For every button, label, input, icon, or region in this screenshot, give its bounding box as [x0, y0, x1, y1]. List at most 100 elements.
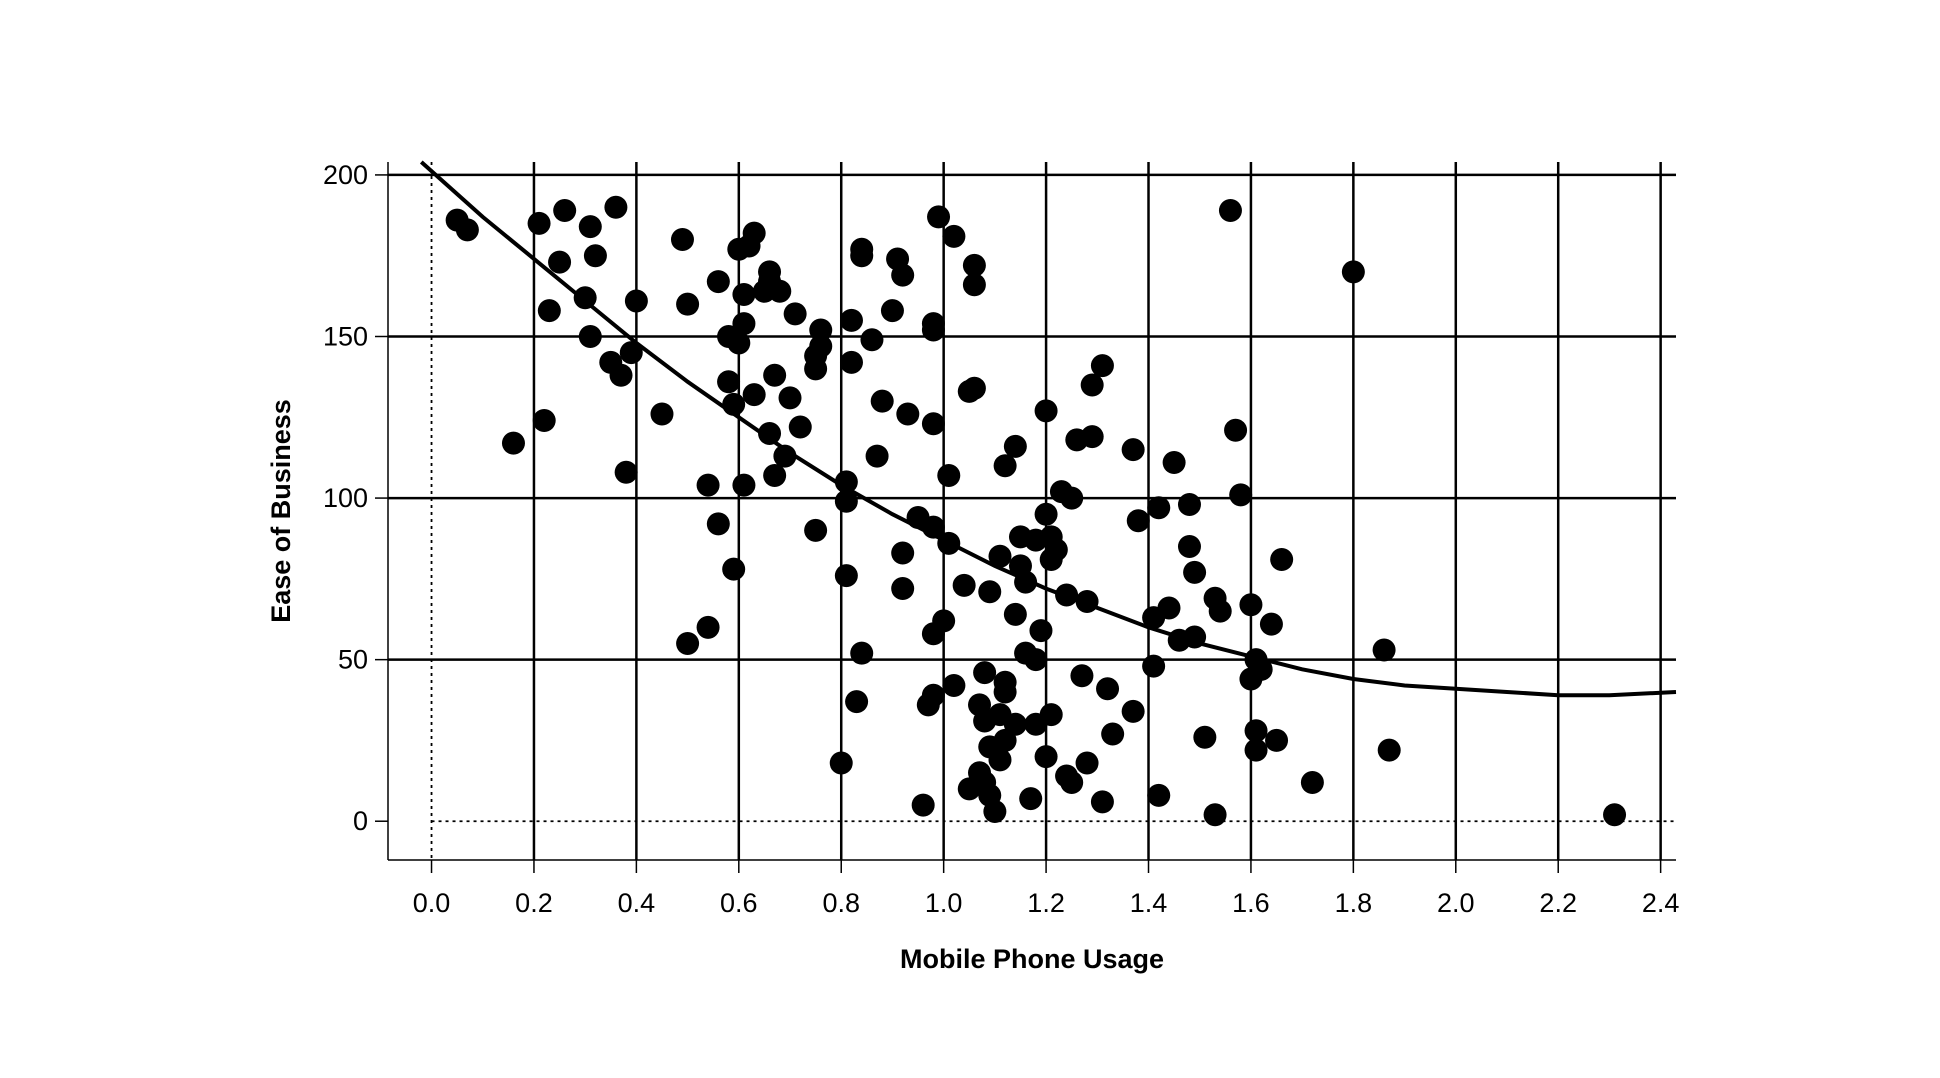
data-point-58 [839, 308, 863, 332]
y-tick-label-0: 0 [353, 806, 368, 836]
data-point-133 [1060, 770, 1084, 794]
data-point-36 [742, 221, 766, 245]
data-point-32 [732, 282, 756, 306]
data-point-25 [706, 270, 730, 294]
data-point-21 [676, 292, 700, 316]
x-tick-label-12: 2.4 [1642, 888, 1680, 918]
data-point-19 [670, 228, 694, 252]
data-point-125 [1039, 703, 1063, 727]
data-point-4 [532, 409, 556, 433]
data-point-175 [1341, 260, 1365, 284]
data-point-176 [1372, 638, 1396, 662]
data-point-84 [937, 463, 961, 487]
data-point-177 [1377, 738, 1401, 762]
x-axis-ticks: 0.0 0.2 0.4 0.6 0.8 1.0 1.2 1.4 1.6 1.8 2.0 2.2 2.4 [413, 860, 1680, 918]
data-point-154 [1177, 535, 1201, 559]
y-tick-label-1: 50 [338, 645, 368, 675]
data-point-164 [1229, 483, 1253, 507]
data-point-34 [732, 473, 756, 497]
data-point-52 [809, 334, 833, 358]
data-point-110 [1003, 434, 1027, 458]
data-point-156 [1183, 560, 1207, 584]
data-point-57 [834, 470, 858, 494]
data-point-74 [911, 793, 935, 817]
data-point-124 [1034, 502, 1058, 526]
data-point-59 [839, 350, 863, 374]
data-point-91 [962, 253, 986, 277]
data-point-1 [455, 218, 479, 242]
x-tick-label-5: 1.0 [925, 888, 963, 918]
data-point-142 [1096, 677, 1120, 701]
y-tick-label-3: 150 [323, 322, 368, 352]
data-point-122 [1034, 399, 1058, 423]
data-point-65 [865, 444, 889, 468]
x-tick-label-11: 2.2 [1539, 888, 1577, 918]
data-point-33 [732, 312, 756, 336]
data-point-140 [1090, 354, 1114, 378]
data-point-159 [1203, 803, 1227, 827]
data-point-83 [932, 609, 956, 633]
data-point-82 [927, 205, 951, 229]
data-point-16 [619, 341, 643, 365]
data-point-151 [1157, 596, 1181, 620]
data-point-9 [578, 325, 602, 348]
data-point-2 [501, 431, 525, 455]
data-point-155 [1177, 493, 1201, 517]
data-point-47 [783, 302, 807, 326]
data-point-44 [768, 279, 792, 303]
data-point-23 [696, 473, 720, 497]
data-point-7 [553, 198, 577, 222]
data-points [445, 195, 1627, 827]
data-point-22 [696, 615, 720, 639]
x-tick-label-9: 1.8 [1335, 888, 1373, 918]
data-point-64 [860, 328, 884, 352]
x-tick-label-1: 0.2 [515, 888, 553, 918]
data-point-163 [1224, 418, 1248, 442]
data-point-17 [624, 289, 648, 313]
data-point-87 [942, 674, 966, 697]
data-point-69 [891, 263, 915, 287]
data-point-5 [537, 299, 561, 323]
data-point-117 [1019, 787, 1043, 811]
data-point-81 [921, 312, 945, 336]
data-point-172 [1265, 728, 1289, 752]
data-point-13 [604, 195, 628, 219]
data-point-67 [880, 299, 904, 323]
data-point-15 [614, 460, 638, 484]
data-point-77 [921, 412, 945, 436]
data-point-46 [778, 386, 802, 410]
y-tick-label-2: 100 [323, 483, 368, 513]
data-point-178 [1603, 803, 1627, 827]
data-point-141 [1090, 790, 1114, 814]
data-point-98 [973, 661, 997, 685]
data-point-93 [962, 273, 986, 297]
data-point-148 [1142, 654, 1166, 678]
x-tick-label-10: 2.0 [1437, 888, 1475, 918]
data-point-170 [1249, 657, 1273, 681]
data-point-150 [1147, 496, 1171, 520]
data-point-149 [1147, 783, 1171, 807]
data-point-14 [609, 363, 633, 387]
data-point-123 [1034, 745, 1058, 769]
data-point-132 [1060, 486, 1084, 510]
data-point-112 [1003, 712, 1027, 736]
data-point-18 [650, 402, 674, 426]
data-point-51 [804, 357, 828, 381]
data-point-6 [548, 250, 572, 274]
data-point-162 [1218, 198, 1242, 222]
x-tick-label-8: 1.6 [1232, 888, 1270, 918]
data-point-30 [727, 331, 751, 355]
data-point-102 [983, 800, 1007, 824]
data-point-76 [921, 683, 945, 707]
data-point-174 [1300, 770, 1324, 794]
data-point-3 [527, 211, 551, 235]
data-point-135 [1070, 664, 1094, 688]
data-point-139 [1080, 373, 1104, 397]
data-point-48 [788, 415, 812, 439]
data-point-121 [1029, 619, 1053, 643]
data-point-168 [1244, 719, 1268, 743]
x-tick-label-4: 0.8 [822, 888, 860, 918]
data-point-86 [942, 224, 966, 248]
data-point-70 [891, 577, 915, 601]
